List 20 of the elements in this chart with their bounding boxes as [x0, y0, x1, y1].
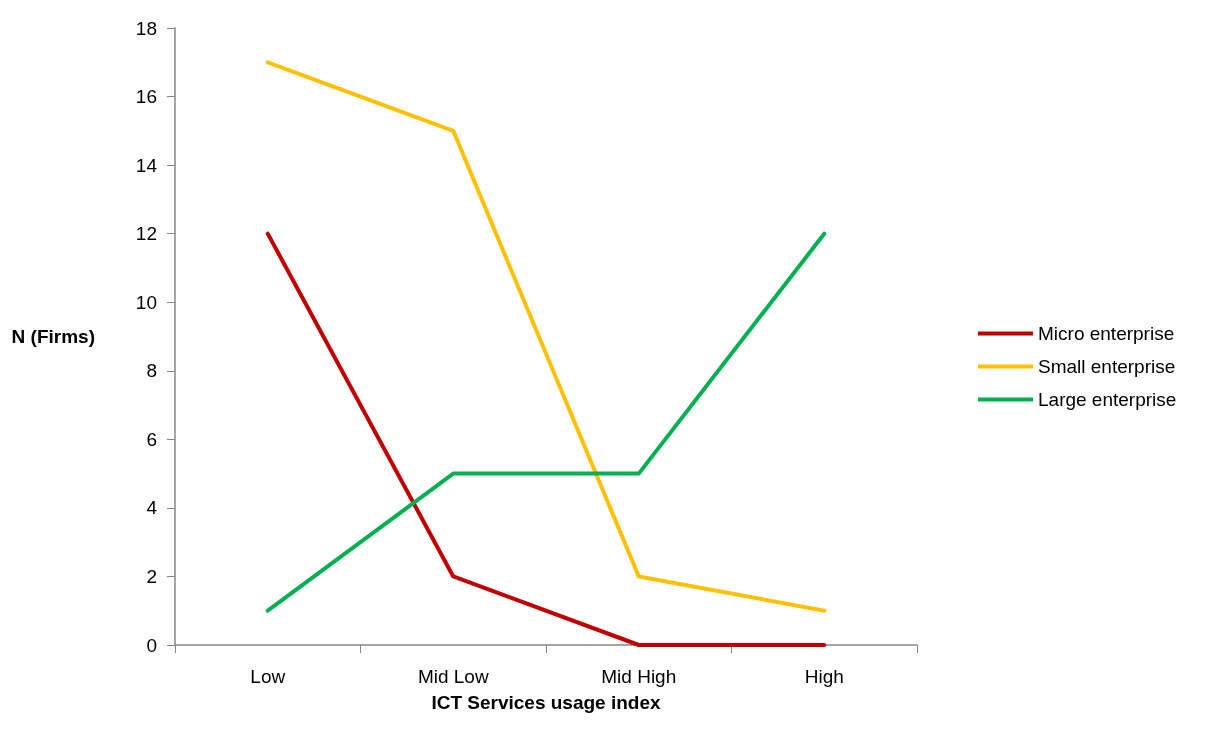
- y-tick-label: 10: [135, 291, 157, 313]
- legend-label: Small enterprise: [1038, 356, 1176, 377]
- y-tick-label: 6: [146, 428, 157, 450]
- y-tick-label: 14: [135, 154, 158, 176]
- y-tick-label: 18: [135, 17, 157, 39]
- x-axis-title: ICT Services usage index: [431, 692, 662, 713]
- x-tick-label: Mid Low: [417, 666, 489, 687]
- y-tick-label: 4: [146, 497, 158, 519]
- line-series: [265, 60, 827, 613]
- y-tick-label: 12: [135, 223, 157, 245]
- x-tick-label: Mid High: [601, 666, 677, 687]
- x-tick-label: Low: [250, 666, 286, 687]
- y-tick-label: 2: [146, 565, 157, 587]
- y-tick-label: 16: [135, 86, 157, 108]
- y-tick-label: 8: [146, 360, 157, 382]
- legend-label: Large enterprise: [1038, 389, 1177, 410]
- x-tick-label: High: [804, 666, 844, 687]
- y-axis-title: N (Firms): [11, 326, 95, 347]
- legend-label: Micro enterprise: [1038, 323, 1175, 344]
- y-tick-label: 0: [146, 634, 157, 656]
